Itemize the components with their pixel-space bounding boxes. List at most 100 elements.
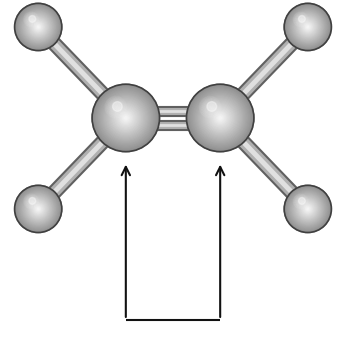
- Circle shape: [37, 26, 39, 28]
- Circle shape: [32, 203, 45, 215]
- Circle shape: [213, 111, 227, 125]
- Circle shape: [305, 24, 311, 30]
- Circle shape: [191, 89, 249, 147]
- Circle shape: [124, 116, 128, 120]
- Circle shape: [300, 19, 316, 35]
- Circle shape: [289, 190, 327, 228]
- Circle shape: [207, 104, 234, 131]
- Circle shape: [304, 205, 312, 213]
- Circle shape: [92, 84, 160, 152]
- Circle shape: [36, 207, 40, 211]
- Circle shape: [190, 88, 251, 148]
- Circle shape: [202, 99, 218, 115]
- Circle shape: [294, 13, 321, 40]
- Circle shape: [304, 23, 312, 31]
- Circle shape: [293, 12, 308, 27]
- Circle shape: [16, 187, 60, 231]
- Circle shape: [295, 14, 320, 39]
- Circle shape: [303, 22, 312, 32]
- Circle shape: [20, 9, 56, 45]
- Circle shape: [15, 3, 62, 51]
- Circle shape: [19, 190, 57, 228]
- Circle shape: [27, 197, 35, 205]
- Circle shape: [285, 4, 331, 50]
- Circle shape: [29, 18, 47, 36]
- Circle shape: [94, 87, 157, 149]
- Circle shape: [112, 104, 139, 131]
- Circle shape: [26, 196, 51, 221]
- Circle shape: [188, 85, 253, 151]
- Circle shape: [26, 196, 37, 207]
- Circle shape: [198, 95, 243, 141]
- Circle shape: [207, 102, 217, 111]
- Circle shape: [19, 189, 58, 228]
- Circle shape: [26, 14, 51, 39]
- Circle shape: [24, 194, 39, 209]
- Circle shape: [306, 25, 309, 29]
- Circle shape: [27, 16, 49, 38]
- Circle shape: [31, 202, 45, 216]
- Circle shape: [120, 112, 131, 124]
- Circle shape: [292, 11, 324, 43]
- Circle shape: [288, 6, 328, 48]
- Circle shape: [34, 205, 42, 213]
- Circle shape: [210, 108, 230, 128]
- Circle shape: [300, 201, 302, 202]
- Circle shape: [211, 109, 229, 127]
- Circle shape: [199, 97, 242, 139]
- Circle shape: [297, 198, 319, 220]
- Circle shape: [286, 6, 329, 48]
- Circle shape: [292, 193, 324, 225]
- Circle shape: [301, 21, 314, 33]
- Circle shape: [299, 200, 303, 203]
- Circle shape: [26, 14, 37, 25]
- Circle shape: [299, 16, 305, 22]
- Circle shape: [291, 10, 325, 44]
- Circle shape: [111, 103, 140, 132]
- Circle shape: [15, 4, 61, 50]
- Circle shape: [110, 102, 121, 113]
- Circle shape: [216, 114, 225, 122]
- Circle shape: [22, 192, 55, 225]
- Circle shape: [34, 204, 43, 214]
- Circle shape: [109, 101, 143, 135]
- Circle shape: [294, 195, 322, 223]
- Circle shape: [115, 106, 117, 109]
- Circle shape: [113, 104, 118, 110]
- Circle shape: [28, 198, 34, 204]
- Circle shape: [29, 200, 48, 218]
- Circle shape: [186, 84, 254, 152]
- Circle shape: [208, 105, 233, 130]
- Circle shape: [121, 114, 130, 122]
- Circle shape: [29, 18, 48, 36]
- Circle shape: [306, 25, 310, 29]
- Circle shape: [122, 115, 129, 121]
- Circle shape: [98, 90, 154, 146]
- Circle shape: [34, 22, 43, 32]
- Circle shape: [24, 12, 39, 27]
- Circle shape: [25, 13, 38, 26]
- Circle shape: [289, 8, 327, 46]
- Circle shape: [15, 185, 62, 233]
- Circle shape: [21, 192, 55, 226]
- Circle shape: [35, 24, 41, 30]
- Circle shape: [17, 6, 60, 48]
- Circle shape: [298, 200, 317, 218]
- Circle shape: [31, 20, 45, 34]
- Circle shape: [118, 110, 134, 126]
- Circle shape: [207, 104, 213, 110]
- Circle shape: [109, 100, 122, 114]
- Circle shape: [192, 90, 248, 146]
- Circle shape: [106, 98, 146, 138]
- Circle shape: [296, 15, 306, 24]
- Circle shape: [307, 208, 309, 210]
- Circle shape: [294, 13, 322, 41]
- Circle shape: [298, 18, 317, 36]
- Circle shape: [34, 23, 42, 31]
- Circle shape: [218, 116, 222, 120]
- Circle shape: [299, 18, 303, 21]
- Circle shape: [26, 15, 36, 24]
- Circle shape: [95, 88, 156, 148]
- Circle shape: [29, 18, 33, 21]
- Circle shape: [294, 13, 307, 26]
